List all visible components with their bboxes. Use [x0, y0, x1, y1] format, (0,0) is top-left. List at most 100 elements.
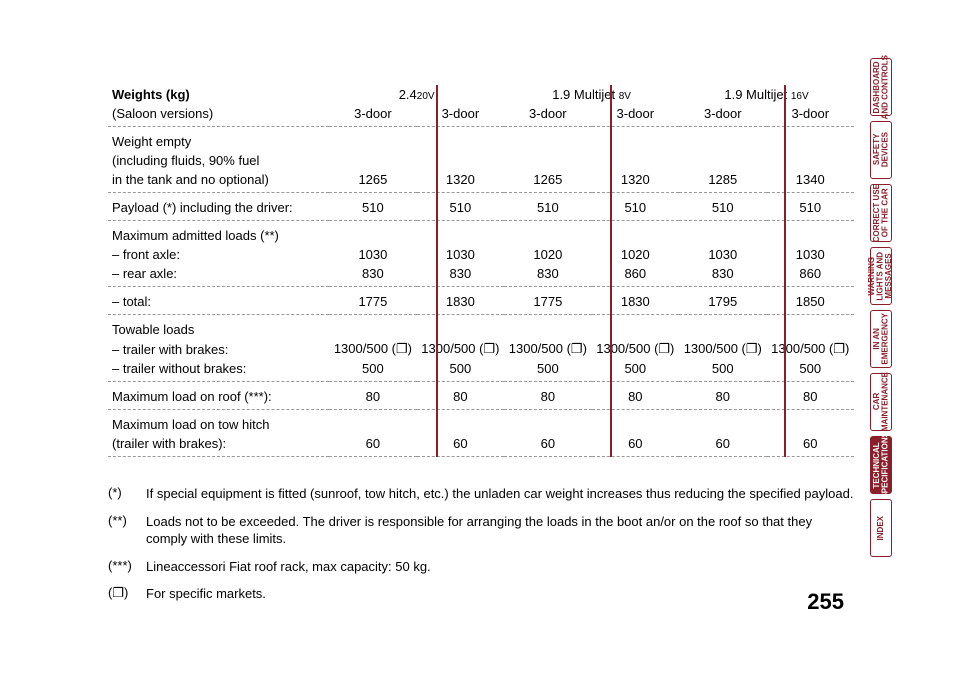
table-title: Weights (kg) — [108, 85, 329, 104]
row-label: (trailer with brakes): — [108, 434, 329, 457]
tab-warning-lights[interactable]: WARNING LIGHTS AND MESSAGES — [870, 247, 892, 305]
cell: 60 — [504, 434, 591, 457]
cell: 1830 — [417, 287, 504, 315]
cell: 1030 — [417, 245, 504, 264]
footnote: (***) Lineaccessori Fiat roof rack, max … — [108, 558, 854, 576]
col-header: 3-door — [417, 104, 504, 127]
cell: 1300/500 (❐) — [679, 339, 766, 359]
cell: 510 — [592, 193, 679, 221]
col-header: 3-door — [329, 104, 416, 127]
cell: 860 — [592, 264, 679, 287]
cell: 1030 — [329, 245, 416, 264]
cell: 830 — [504, 264, 591, 287]
cell: 830 — [329, 264, 416, 287]
footnote-text: For specific markets. — [146, 585, 854, 603]
cell: 830 — [417, 264, 504, 287]
footnote-mark: (***) — [108, 558, 146, 576]
row-label: – total: — [108, 287, 329, 315]
cell: 80 — [329, 382, 416, 410]
footnote: (*) If special equipment is fitted (sunr… — [108, 485, 854, 503]
footnote-text: If special equipment is fitted (sunroof,… — [146, 485, 854, 503]
cell: 80 — [417, 382, 504, 410]
cell: 1830 — [592, 287, 679, 315]
tab-maintenance[interactable]: CAR MAINTENANCE — [870, 373, 892, 431]
cell: 60 — [592, 434, 679, 457]
cell: 1850 — [767, 287, 854, 315]
cell: 510 — [504, 193, 591, 221]
cell: 1020 — [504, 245, 591, 264]
tab-index[interactable]: INDEX — [870, 499, 892, 557]
footnote-mark: (❐) — [108, 585, 146, 603]
tab-technical-specs[interactable]: TECHNICAL SPECIFICATIONS — [870, 436, 892, 494]
cell: 1300/500 (❐) — [329, 339, 416, 359]
cell: 1265 — [504, 170, 591, 193]
page-number: 255 — [807, 589, 844, 615]
cell: 1285 — [679, 170, 766, 193]
row-label: Towable loads — [108, 315, 329, 340]
footnote-mark: (**) — [108, 513, 146, 548]
tab-dashboard[interactable]: DASHBOARD AND CONTROLS — [870, 58, 892, 116]
col-header: 3-door — [592, 104, 679, 127]
cell: 1320 — [417, 170, 504, 193]
column-separator — [784, 85, 786, 457]
col-header: 3-door — [504, 104, 591, 127]
tab-correct-use[interactable]: CORRECT USE OF THE CAR — [870, 184, 892, 242]
cell: 1030 — [679, 245, 766, 264]
footnote: (**) Loads not to be exceeded. The drive… — [108, 513, 854, 548]
cell: 80 — [767, 382, 854, 410]
row-label: Payload (*) including the driver: — [108, 193, 329, 221]
cell: 500 — [767, 359, 854, 382]
row-label: Maximum load on roof (***): — [108, 382, 329, 410]
cell: 830 — [679, 264, 766, 287]
cell: 510 — [329, 193, 416, 221]
tab-emergency[interactable]: IN AN EMERGENCY — [870, 310, 892, 368]
cell: 60 — [679, 434, 766, 457]
cell: 1775 — [504, 287, 591, 315]
engine-header: 1.9 Multijet 8V — [504, 85, 679, 104]
cell: 500 — [592, 359, 679, 382]
row-label: – trailer without brakes: — [108, 359, 329, 382]
cell: 500 — [417, 359, 504, 382]
cell: 1030 — [767, 245, 854, 264]
cell: 60 — [417, 434, 504, 457]
cell: 510 — [679, 193, 766, 221]
cell: 80 — [592, 382, 679, 410]
footnote-text: Loads not to be exceeded. The driver is … — [146, 513, 854, 548]
cell: 1775 — [329, 287, 416, 315]
cell: 80 — [504, 382, 591, 410]
cell: 1300/500 (❐) — [592, 339, 679, 359]
footnote-mark: (*) — [108, 485, 146, 503]
cell: 1320 — [592, 170, 679, 193]
column-separator — [436, 85, 438, 457]
cell: 1300/500 (❐) — [767, 339, 854, 359]
footnote-text: Lineaccessori Fiat roof rack, max capaci… — [146, 558, 854, 576]
cell: 500 — [504, 359, 591, 382]
weights-table: Weights (kg) 2.420V 1.9 Multijet 8V 1.9 … — [108, 85, 854, 457]
row-label: – front axle: — [108, 245, 329, 264]
tab-safety[interactable]: SAFETY DEVICES — [870, 121, 892, 179]
engine-header: 1.9 Multijet 16V — [679, 85, 854, 104]
side-tabs: DASHBOARD AND CONTROLS SAFETY DEVICES CO… — [870, 58, 892, 557]
cell: 1795 — [679, 287, 766, 315]
row-label: – trailer with brakes: — [108, 339, 329, 359]
cell: 860 — [767, 264, 854, 287]
cell: 1300/500 (❐) — [417, 339, 504, 359]
row-label: Maximum load on tow hitch — [108, 410, 329, 435]
cell: 510 — [767, 193, 854, 221]
col-header: 3-door — [679, 104, 766, 127]
cell: 500 — [329, 359, 416, 382]
cell: 1340 — [767, 170, 854, 193]
table-subtitle: (Saloon versions) — [108, 104, 329, 127]
row-label: (including fluids, 90% fuel — [108, 151, 329, 170]
footnote: (❐) For specific markets. — [108, 585, 854, 603]
column-separator — [610, 85, 612, 457]
row-label: Weight empty — [108, 127, 329, 152]
col-header: 3-door — [767, 104, 854, 127]
cell: 1265 — [329, 170, 416, 193]
cell: 510 — [417, 193, 504, 221]
cell: 60 — [329, 434, 416, 457]
row-label: – rear axle: — [108, 264, 329, 287]
engine-header: 2.420V — [329, 85, 504, 104]
row-label: Maximum admitted loads (**) — [108, 221, 329, 246]
row-label: in the tank and no optional) — [108, 170, 329, 193]
